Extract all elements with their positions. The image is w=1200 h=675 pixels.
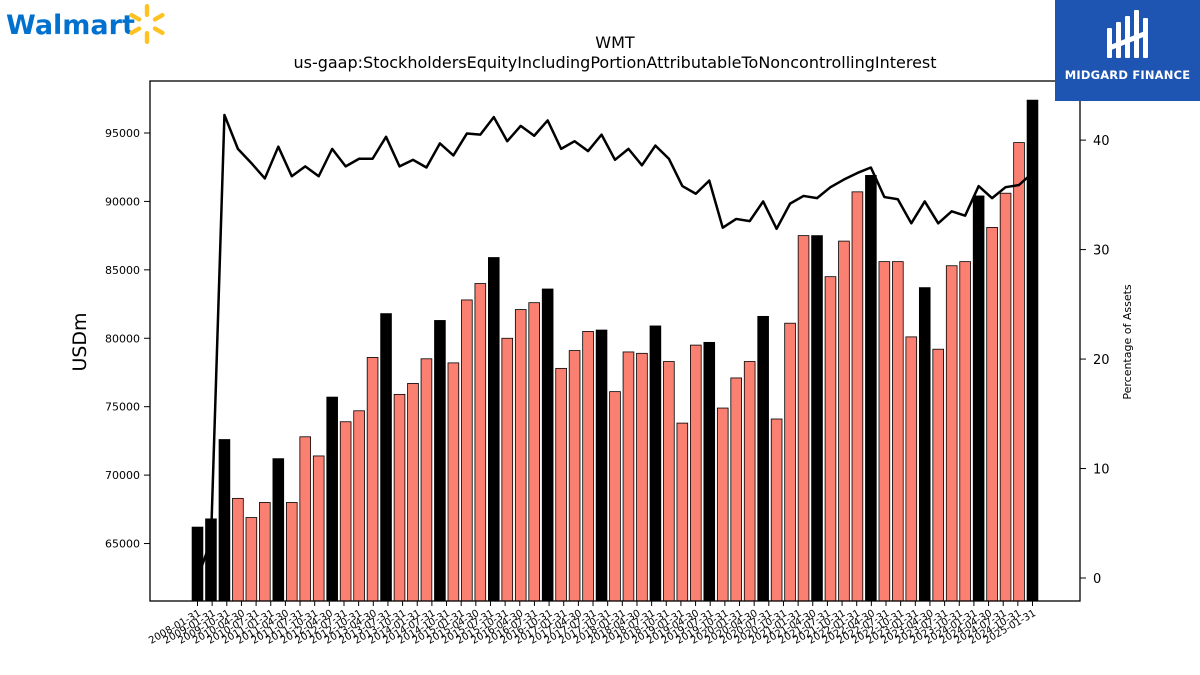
walmart-logo: Walmart <box>6 4 165 44</box>
bar <box>703 341 716 602</box>
chart-title: WMT <box>595 33 635 52</box>
bar <box>393 393 406 602</box>
bar <box>582 331 594 602</box>
bar <box>757 315 769 602</box>
percentage-line <box>196 113 1034 579</box>
x-axis-ticks: 2008-01-312009-01-312009-10-312010-04-30… <box>147 601 1038 647</box>
bar <box>434 320 446 602</box>
bar <box>622 351 635 602</box>
bar <box>649 325 662 602</box>
bar <box>770 418 783 602</box>
bar <box>353 410 365 602</box>
bar <box>366 357 379 602</box>
bar <box>663 361 675 602</box>
y-tick-label: 75000 <box>105 401 140 414</box>
walmart-logo-text: Walmart <box>6 10 135 41</box>
y-axis-ticks: 65000 70000 75000 80000 85000 90000 95000 <box>105 127 150 551</box>
y-tick-label: 80000 <box>105 332 140 345</box>
bar <box>824 276 837 602</box>
bar <box>999 192 1012 602</box>
bar <box>878 261 891 602</box>
bar <box>730 377 742 602</box>
bar <box>461 299 473 602</box>
bar <box>595 329 608 602</box>
bar <box>636 352 648 602</box>
bar <box>407 383 419 602</box>
bar <box>420 358 433 602</box>
bar <box>986 227 998 602</box>
bar <box>609 391 621 602</box>
bar-group <box>191 99 1039 602</box>
bar <box>232 497 244 602</box>
bar <box>312 455 325 602</box>
y-tick-label: 90000 <box>105 195 140 208</box>
bar <box>299 436 312 602</box>
bar <box>838 240 850 602</box>
bar <box>218 439 231 602</box>
bar <box>555 367 567 602</box>
walmart-spark-icon <box>129 4 165 44</box>
bar <box>797 235 810 602</box>
midgard-emblem-icon <box>1107 10 1148 58</box>
bar <box>932 348 945 602</box>
bar <box>892 261 904 602</box>
y-tick-label: 65000 <box>105 538 140 551</box>
y2-tick-label: 30 <box>1093 244 1110 259</box>
bar <box>380 313 392 602</box>
y-axis-label: USDm <box>69 312 91 371</box>
bar <box>851 191 864 602</box>
y-tick-label: 70000 <box>105 469 140 482</box>
bar <box>568 350 581 602</box>
bar <box>918 287 931 602</box>
midgard-finance-logo: MIDGARD FINANCE <box>1055 0 1200 101</box>
bar <box>959 261 971 602</box>
bar <box>972 195 985 602</box>
y2-tick-label: 0 <box>1093 572 1101 587</box>
bar <box>865 175 877 602</box>
bar <box>245 517 258 602</box>
bar <box>716 407 729 602</box>
bar <box>339 421 352 602</box>
bar <box>326 396 338 602</box>
bar <box>474 283 487 602</box>
plot-frame <box>149 80 1081 602</box>
y2-axis-label: Percentage of Assets <box>1121 284 1134 400</box>
bar <box>487 257 500 602</box>
y2-tick-label: 20 <box>1093 353 1110 368</box>
bar <box>811 235 823 602</box>
bar <box>945 265 958 602</box>
line-group <box>196 113 1034 579</box>
midgard-logo-text: MIDGARD FINANCE <box>1064 68 1191 82</box>
bar <box>447 362 460 602</box>
bar <box>528 302 540 602</box>
bar <box>905 336 918 602</box>
y-tick-label: 85000 <box>105 264 140 277</box>
bar <box>272 458 285 602</box>
y2-tick-label: 40 <box>1093 134 1110 149</box>
y-tick-label: 95000 <box>105 127 140 140</box>
y2-tick-label: 10 <box>1093 463 1110 478</box>
bar <box>690 344 702 602</box>
bar <box>259 502 271 602</box>
bar <box>676 422 689 602</box>
bar <box>784 322 796 602</box>
bar <box>285 502 298 602</box>
bar <box>1013 142 1025 602</box>
bar <box>514 309 527 602</box>
bar <box>501 337 514 602</box>
chart-subtitle: us-gaap:StockholdersEquityIncludingPorti… <box>293 53 936 72</box>
y2-axis-ticks: 0 10 20 30 40 <box>1080 134 1110 587</box>
bar <box>541 288 554 602</box>
bar <box>743 361 756 602</box>
